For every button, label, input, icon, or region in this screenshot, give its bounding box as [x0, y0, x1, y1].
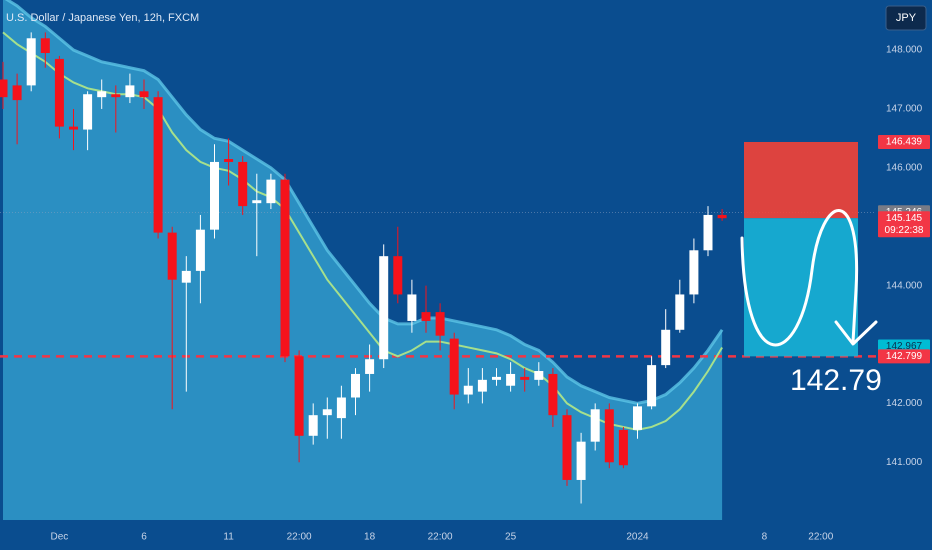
x-tick-label: 11: [223, 532, 234, 543]
candle-body: [477, 379, 487, 392]
y-tick-label: 142.000: [886, 398, 923, 409]
candle-body: [449, 338, 459, 395]
candle-body: [308, 415, 318, 436]
candle-body: [618, 429, 628, 466]
x-tick-label: 18: [364, 532, 376, 543]
candle-body: [125, 85, 135, 98]
candle-body: [97, 91, 107, 98]
candle-body: [534, 371, 544, 380]
y-tick-label: 146.000: [886, 162, 923, 173]
candle-body: [703, 214, 713, 251]
candle-body: [604, 409, 614, 463]
candle-body: [562, 415, 572, 480]
price-label-box: [878, 349, 930, 364]
candle-body: [590, 409, 600, 442]
candle-body: [238, 161, 248, 207]
candle-body: [322, 409, 332, 416]
band-area: [3, 0, 723, 520]
candle-body: [195, 229, 205, 271]
x-tick-label: 25: [505, 532, 517, 543]
candle-body: [379, 256, 389, 360]
y-tick-label: 141.000: [886, 457, 923, 468]
plot-area: [3, 0, 724, 520]
candle-body: [54, 58, 64, 127]
candle-body: [492, 376, 501, 380]
candle-body: [647, 365, 657, 407]
x-tick-label: 22:00: [287, 532, 312, 543]
candle-body: [181, 270, 191, 283]
candle-body: [139, 91, 149, 98]
candle-body: [0, 79, 8, 98]
countdown: 09:22:38: [885, 225, 924, 236]
candle-body: [266, 179, 276, 204]
candle-body: [506, 373, 516, 386]
price-label: 146.439: [886, 137, 923, 148]
candle-body: [675, 294, 685, 330]
price-label: 142.967: [886, 341, 923, 352]
x-tick-label: 2024: [626, 532, 649, 543]
price-label-box: [878, 134, 930, 149]
x-tick-label: 22:00: [428, 532, 453, 543]
currency-button[interactable]: [885, 5, 927, 31]
candle-body: [224, 159, 234, 162]
y-tick-label: 148.000: [886, 45, 923, 56]
moving-average: [2, 31, 723, 431]
candle-body: [393, 256, 403, 295]
band-line: [4, 0, 724, 405]
projection-curve: [740, 209, 859, 347]
price-label-box: [878, 211, 930, 238]
candle-body: [576, 441, 586, 480]
target-label: 142.79: [790, 364, 882, 397]
candle-body: [12, 85, 22, 101]
candle-body: [69, 126, 78, 130]
candle-body: [435, 312, 445, 336]
candle-body: [40, 38, 50, 54]
x-tick-label: 8: [762, 532, 768, 543]
candle-body: [689, 250, 699, 295]
candle-body: [548, 373, 558, 416]
currency-button-label[interactable]: JPY: [896, 12, 917, 24]
candle-body: [633, 406, 642, 430]
candle-body: [717, 214, 727, 219]
candle-body: [407, 294, 417, 321]
x-tick-label: Dec: [51, 532, 69, 543]
candle-body: [365, 359, 375, 374]
candle-body: [167, 232, 177, 280]
target-zone: [744, 218, 858, 357]
candle-body: [463, 385, 473, 395]
candle-body: [294, 356, 304, 436]
candle-body: [351, 373, 360, 398]
candle-body: [336, 397, 346, 419]
stop-zone: [744, 141, 858, 219]
candle-body: [153, 97, 163, 233]
projection-arrowhead: [834, 320, 878, 346]
price-label: 142.799: [886, 351, 923, 362]
y-tick-label: 147.000: [886, 104, 923, 115]
x-tick-label: 6: [141, 532, 147, 543]
candle-body: [210, 161, 219, 230]
candle-body: [252, 200, 262, 204]
candle-body: [111, 94, 121, 98]
x-tick-label: 22:00: [808, 532, 833, 543]
candle-body: [280, 179, 290, 357]
candle-body: [661, 329, 671, 366]
price-label: 145.145: [886, 213, 923, 224]
chart-title: U.S. Dollar / Japanese Yen, 12h, FXCM: [6, 12, 199, 24]
candle-body: [83, 94, 93, 130]
candle-body: [520, 376, 530, 380]
candle-body: [26, 38, 36, 86]
y-tick-label: 144.000: [886, 280, 923, 291]
candle-body: [421, 312, 431, 321]
